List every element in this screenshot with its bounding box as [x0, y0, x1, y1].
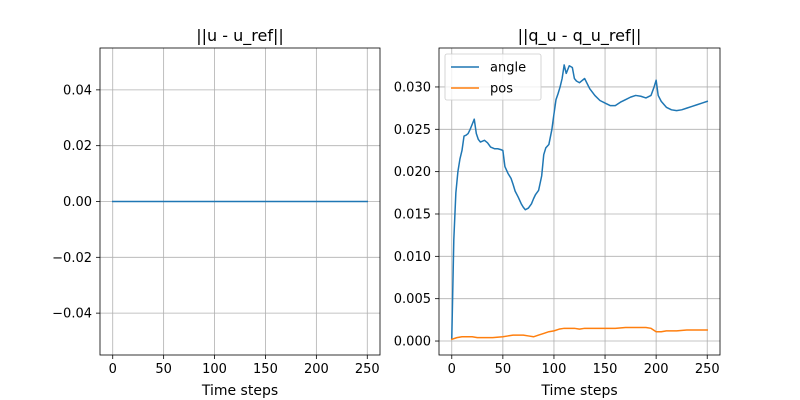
- left-y-tick-label: 0.00: [63, 195, 92, 210]
- right-y-tick-label: 0.015: [394, 207, 431, 222]
- legend: angle pos: [444, 53, 542, 101]
- right-y-tick-label: 0.030: [394, 80, 431, 95]
- left-y-tick-label: 0.02: [63, 139, 92, 154]
- right-angle-line: [451, 64, 709, 340]
- right-y-tick-label: 0.025: [394, 123, 431, 138]
- legend-label-angle: angle: [490, 61, 526, 76]
- right-y-tick-label: 0.000: [394, 335, 431, 350]
- right-y-tick-label: 0.005: [394, 292, 431, 307]
- left-x-tick-label: 250: [355, 362, 380, 377]
- right-x-tick-label: 150: [593, 362, 618, 377]
- right-x-tick-label: 100: [542, 362, 567, 377]
- left-chart-title: ||u - u_ref||: [196, 26, 284, 46]
- left-y-tick-label: 0.04: [63, 83, 92, 98]
- right-axes: 0 50 100 150 200 250 0.000 0.005 0.010 0.015 0.020…: [394, 26, 721, 399]
- left-x-tick-label: 150: [253, 362, 278, 377]
- right-x-tick-label: 50: [495, 362, 512, 377]
- left-y-tick-label: −0.04: [52, 307, 92, 322]
- right-x-axis-label: Time steps: [540, 383, 617, 399]
- legend-label-pos: pos: [490, 82, 513, 97]
- left-axes: 0 50 100 150 200 250 −0.04 −0.02 0.00 0.02 0.04 ||…: [52, 26, 381, 399]
- left-x-tick-label: 0: [109, 362, 117, 377]
- left-y-tick-label: −0.02: [52, 251, 92, 266]
- right-x-tick-label: 200: [644, 362, 669, 377]
- right-y-tick-label: 0.020: [394, 165, 431, 180]
- right-pos-line: [450, 326, 708, 341]
- right-chart-title: ||q_u - q_u_ref||: [518, 26, 642, 46]
- right-axes-frame: [438, 47, 721, 356]
- left-x-tick-label: 50: [155, 362, 172, 377]
- right-y-tick-label: 0.010: [394, 250, 431, 265]
- left-x-tick-label: 100: [202, 362, 227, 377]
- left-x-tick-label: 200: [304, 362, 329, 377]
- right-x-tick-label: 0: [448, 362, 456, 377]
- left-x-axis-label: Time steps: [201, 383, 278, 399]
- right-x-tick-label: 250: [695, 362, 720, 377]
